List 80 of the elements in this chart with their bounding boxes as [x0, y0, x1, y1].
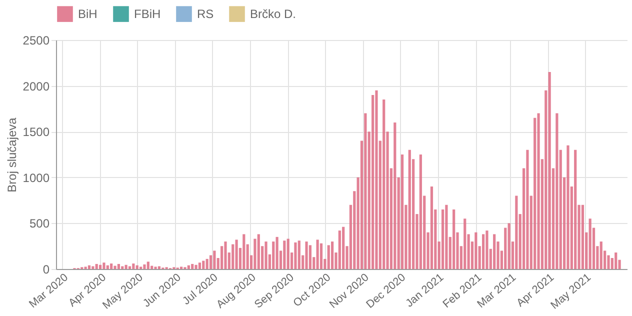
bar	[110, 264, 113, 269]
bar	[132, 264, 135, 269]
bar	[526, 150, 529, 269]
bar	[283, 240, 286, 269]
y-axis-title: Broj slučajeva	[4, 117, 19, 192]
bar	[286, 238, 290, 269]
bar	[330, 242, 334, 269]
legend-label: BiH	[78, 7, 98, 22]
bar	[430, 186, 434, 269]
bar	[464, 218, 466, 269]
bar	[106, 265, 109, 269]
bar	[515, 196, 518, 269]
bar	[508, 223, 510, 269]
bar	[338, 230, 341, 269]
bar	[474, 232, 478, 269]
bar	[581, 204, 584, 269]
bar	[534, 118, 536, 269]
bar	[493, 234, 496, 269]
bar	[316, 240, 319, 269]
bar	[143, 264, 146, 269]
bar	[194, 264, 198, 269]
bar	[187, 265, 190, 269]
bar	[242, 234, 246, 269]
bar	[88, 265, 91, 269]
legend-label: RS	[197, 7, 214, 22]
bar	[276, 236, 278, 269]
bar	[298, 240, 300, 269]
bar	[537, 113, 540, 269]
bar	[408, 150, 411, 269]
bar	[364, 113, 367, 269]
y-tick-label: 2000	[22, 79, 50, 94]
bar	[382, 100, 386, 269]
y-tick-label: 1000	[22, 170, 50, 185]
bar	[124, 264, 128, 269]
y-tick-label: 500	[29, 216, 50, 231]
y-tick-label: 1500	[22, 125, 50, 140]
y-tick-label: 0	[42, 262, 50, 276]
bar	[342, 226, 345, 269]
bar	[294, 242, 297, 269]
bar	[264, 242, 268, 269]
bar	[445, 204, 448, 269]
bar	[146, 262, 150, 269]
bar	[614, 252, 618, 269]
bar	[235, 240, 238, 269]
bar	[375, 90, 378, 269]
bar	[191, 264, 194, 269]
bar	[556, 113, 558, 269]
bar	[566, 145, 570, 269]
bar	[394, 122, 396, 269]
bar	[600, 242, 602, 269]
bar	[419, 154, 422, 269]
bar	[308, 245, 312, 269]
bar	[213, 250, 216, 269]
bar	[588, 218, 592, 269]
bar	[486, 230, 488, 269]
bar	[198, 262, 202, 269]
legend-label: Brčko D.	[250, 7, 296, 22]
bar	[452, 209, 456, 269]
bar	[102, 262, 106, 269]
bar	[320, 243, 323, 269]
bar	[257, 234, 260, 269]
bar	[202, 260, 205, 269]
bar	[574, 150, 577, 269]
bar	[372, 94, 374, 269]
bar	[400, 154, 404, 269]
bar	[150, 266, 154, 269]
bar	[114, 266, 116, 269]
bar	[95, 264, 98, 269]
bar	[98, 264, 102, 269]
bar	[206, 258, 208, 269]
legend-label: FBiH	[134, 7, 161, 22]
y-tick-label: 2500	[22, 34, 50, 48]
bar	[548, 72, 551, 269]
bar	[327, 245, 330, 269]
bar	[136, 265, 138, 269]
bar	[482, 234, 485, 269]
bar	[117, 264, 120, 269]
bar	[305, 242, 308, 269]
bar	[441, 209, 444, 269]
bar	[224, 242, 227, 269]
